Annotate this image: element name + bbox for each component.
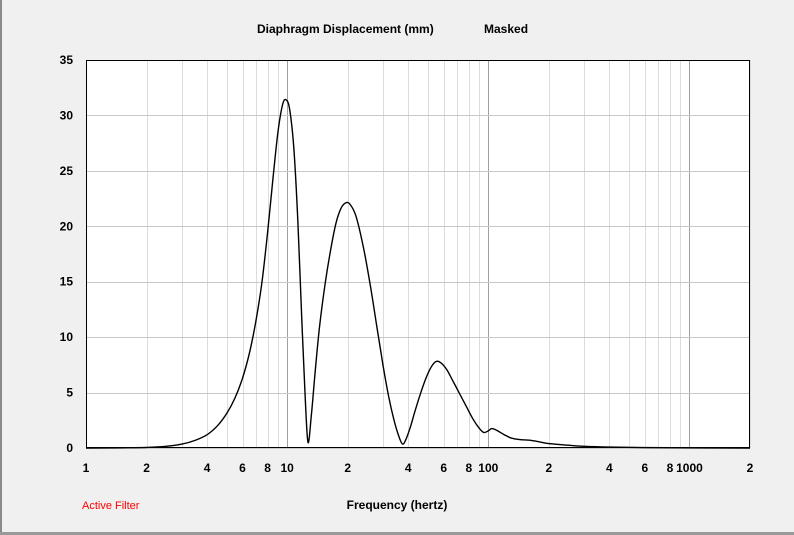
y-tick-label: 15 <box>60 275 74 289</box>
window-bottom-border <box>0 532 794 535</box>
x-tick-label: 6 <box>239 461 246 475</box>
displacement-series-line <box>85 98 751 449</box>
x-tick-label: 4 <box>405 461 412 475</box>
x-tick-label: 2 <box>143 461 150 475</box>
y-tick-label: 5 <box>66 386 73 400</box>
x-tick-label: 6 <box>440 461 447 475</box>
y-tick-labels: 0 5 10 15 20 25 30 35 <box>60 53 74 455</box>
x-tick-label: 10 <box>280 461 294 475</box>
x-tick-label: 8 <box>465 461 472 475</box>
x-tick-label: 4 <box>606 461 613 475</box>
x-tick-label: 1 <box>83 461 90 475</box>
chart-title-note: Masked <box>484 22 528 36</box>
x-tick-label: 1000 <box>676 461 703 475</box>
y-tick-label: 10 <box>60 330 74 344</box>
active-filter-label: Active Filter <box>82 500 140 512</box>
grid-layer <box>86 60 751 449</box>
y-tick-label: 20 <box>60 219 74 233</box>
x-tick-label: 2 <box>546 461 553 475</box>
chart-title: Diaphragm Displacement (mm) <box>257 22 434 36</box>
x-tick-label: 4 <box>204 461 211 475</box>
x-tick-labels: 1 2 4 6 8 10 2 4 6 8 100 2 4 6 8 1000 2 <box>83 461 754 475</box>
window-left-border <box>0 0 2 535</box>
x-tick-label: 2 <box>344 461 351 475</box>
plot-area <box>86 60 750 448</box>
series-layer <box>85 98 751 449</box>
x-tick-label: 6 <box>641 461 648 475</box>
x-tick-label: 8 <box>667 461 674 475</box>
y-tick-label: 30 <box>60 108 74 122</box>
plot-frame <box>86 60 750 448</box>
x-axis-label: Frequency (hertz) <box>347 498 448 512</box>
y-tick-label: 35 <box>60 53 74 67</box>
x-tick-label: 100 <box>478 461 498 475</box>
y-tick-label: 0 <box>66 441 73 455</box>
x-tick-label: 2 <box>747 461 754 475</box>
y-tick-label: 25 <box>60 164 74 178</box>
x-tick-label: 8 <box>264 461 271 475</box>
